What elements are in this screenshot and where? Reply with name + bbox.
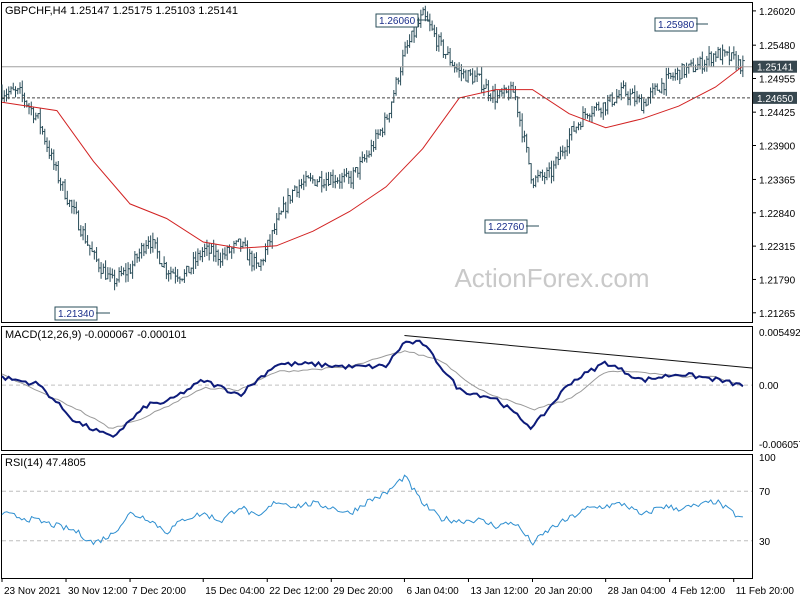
x-tick-label: 11 Feb 20:00 [736,586,795,597]
rsi-title: RSI(14) 47.4805 [5,457,86,469]
price-y-tick-label: 1.24425 [759,108,796,119]
annotation-label: 1.25980 [658,20,695,31]
pane-frame-1 [1,2,753,323]
x-tick-label: 28 Jan 04:00 [608,586,666,597]
pane-frame-2 [1,326,753,451]
price-y-tick-label: 1.25480 [759,41,796,52]
moving-average-line [1,65,744,249]
annotation-label: 1.21340 [58,309,95,320]
price-y-tick-label: 1.21265 [759,309,796,320]
x-tick-label: 7 Dec 20:00 [132,586,186,597]
x-tick-label: 15 Dec 04:00 [205,586,265,597]
price-label: 1.25141 [757,63,794,74]
price-label-box [753,60,797,73]
macd-signal-line [1,350,744,429]
x-tick-label: 29 Dec 20:00 [333,586,393,597]
macd-line [1,339,744,438]
watermark: ActionForex.com [454,263,649,293]
macd-y-tick-label: 0.00 [759,381,779,392]
x-tick-label: 20 Jan 20:00 [534,586,592,597]
x-tick-label: 4 Feb 12:00 [672,586,726,597]
macd-trendline [404,335,753,369]
x-tick-label: 23 Nov 2021 [4,586,61,597]
x-tick-label: 22 Dec 12:00 [269,586,329,597]
price-label-box [753,91,797,104]
macd-title: MACD(12,26,9) -0.000067 -0.000101 [5,329,187,341]
rsi-line [1,474,743,546]
price-y-tick-label: 1.23900 [759,141,796,152]
rsi-y-tick-label: 30 [759,537,771,548]
rsi-y-tick-label: 70 [759,487,771,498]
price-label: 1.24650 [757,94,794,105]
x-tick-label: 30 Nov 12:00 [68,586,128,597]
macd-y-tick-label: 0.005492 [759,328,800,339]
chart-header: GBPCHF,H4 1.25147 1.25175 1.25103 1.2514… [5,5,238,17]
price-y-tick-label: 1.24955 [759,75,796,86]
price-y-tick-label: 1.22840 [759,209,796,220]
macd-y-tick-label: -0.006057 [759,440,800,451]
rsi-y-tick-label: 100 [759,453,776,464]
price-y-tick-label: 1.21790 [759,275,796,286]
price-y-tick-label: 1.23365 [759,175,796,186]
annotation-label: 1.22760 [488,222,525,233]
x-tick-label: 13 Jan 12:00 [470,586,528,597]
price-y-tick-label: 1.26020 [759,7,796,18]
price-y-tick-label: 1.22315 [759,242,796,253]
annotation-label: 1.26060 [379,16,416,27]
x-tick-label: 6 Jan 04:00 [406,586,459,597]
pane-frame-3 [1,454,753,579]
